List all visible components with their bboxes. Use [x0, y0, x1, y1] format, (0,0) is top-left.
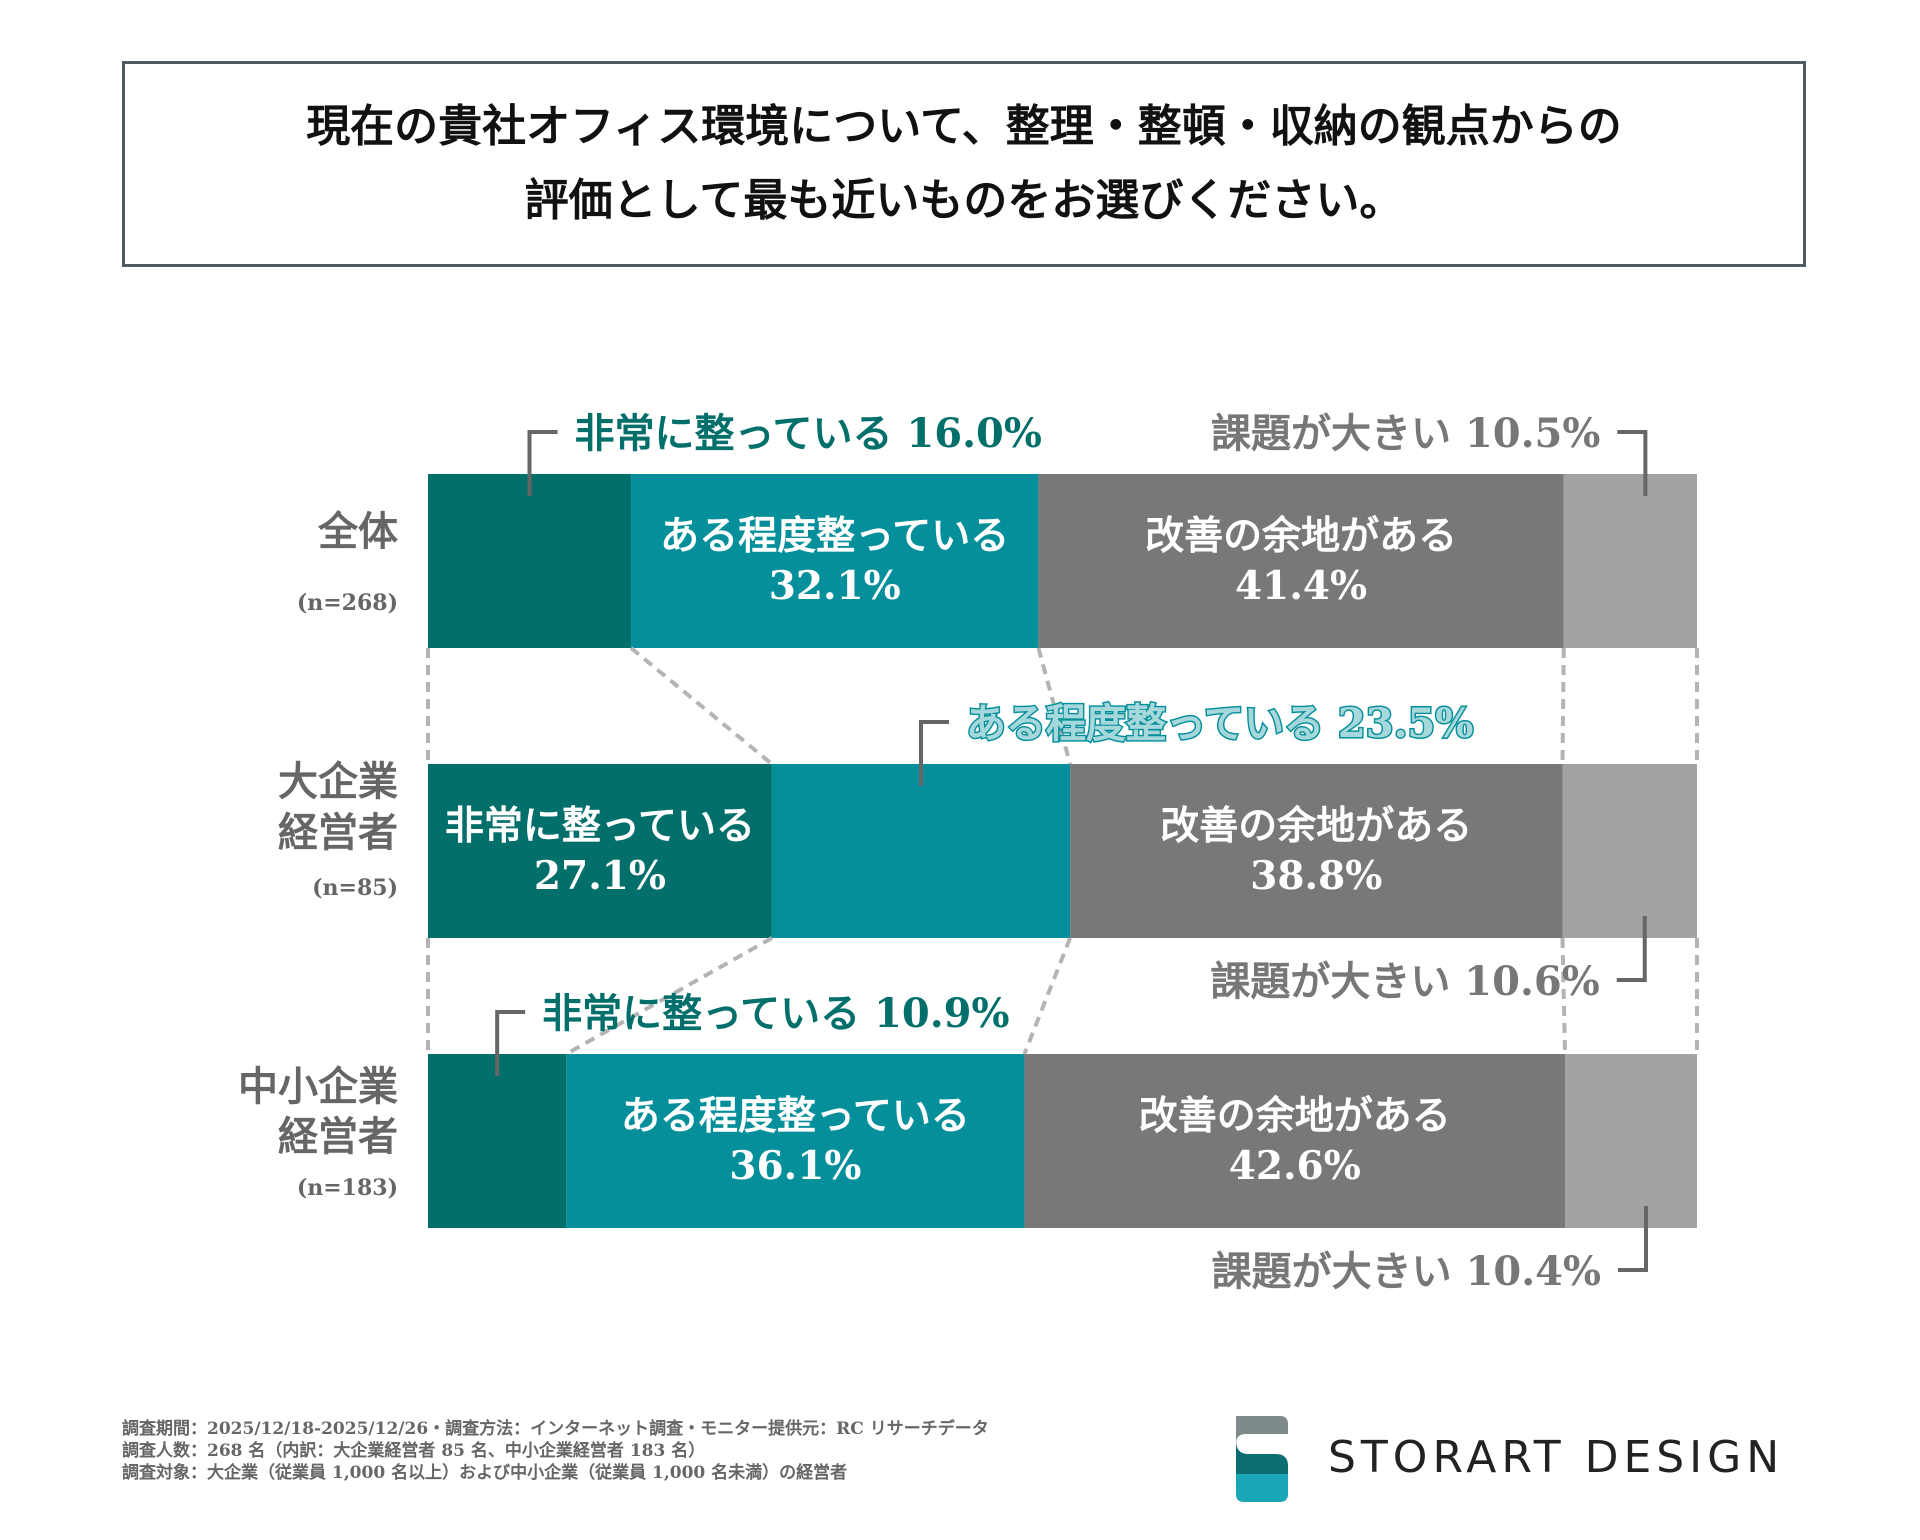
sample-size-label: (n=85): [312, 875, 398, 901]
category-label: 全体: [317, 508, 398, 555]
sample-size-label: (n=268): [297, 590, 398, 616]
category-label: 中小企業: [238, 1063, 398, 1110]
connector-line: [1560, 647, 1566, 765]
connector-line: [1036, 647, 1073, 765]
connector-line: [565, 936, 773, 1056]
callout-leader: [919, 720, 950, 786]
segment-value-label: 38.8%: [1250, 853, 1382, 899]
survey-period-note: 調査期間：2025/12/18-2025/12/26・調査方法：インターネット調…: [122, 1419, 989, 1439]
callout-leader: [1618, 1206, 1649, 1272]
title-box: 現在の貴社オフィス環境について、整理・整頓・収納の観点からの 評価として最も近い…: [122, 61, 1806, 267]
callout-leader: [527, 430, 558, 496]
category-label: 経営者: [278, 809, 398, 856]
segment-value-label: 36.1%: [729, 1143, 861, 1189]
category-label: 経営者: [278, 1113, 398, 1160]
bar-segment: [1024, 1054, 1566, 1228]
callout-label: 非常に整っている 10.9%: [542, 990, 1009, 1037]
bar-segment: [566, 1054, 1025, 1228]
survey-target-note: 調査対象：大企業（従業員 1,000 名以上）および中小企業（従業員 1,000…: [122, 1463, 848, 1483]
bar-segment: [771, 764, 1071, 938]
segment-value-label: 42.6%: [1229, 1143, 1361, 1189]
callout-label: 課題が大きい 10.6%: [1210, 958, 1599, 1005]
segment-label: ある程度整っている: [660, 513, 1009, 559]
category-label: 大企業: [278, 758, 398, 805]
bar-segment: [428, 474, 632, 648]
segment-label: ある程度整っている: [621, 1093, 970, 1139]
bar-segment: [1038, 474, 1564, 648]
connector-line: [629, 646, 774, 766]
bar-segment: [1070, 764, 1563, 938]
survey-notes: 調査期間：2025/12/18-2025/12/26・調査方法：インターネット調…: [122, 1418, 989, 1484]
connector-line: [1560, 937, 1568, 1055]
segment-value-label: 41.4%: [1235, 563, 1367, 609]
callout-label: 課題が大きい 10.5%: [1211, 410, 1600, 457]
bar-segment: [428, 764, 772, 938]
callout-label: 課題が大きい 10.4%: [1212, 1248, 1601, 1295]
s-logo-icon: [1236, 1416, 1288, 1502]
callout-label: 非常に整っている 16.0%: [575, 410, 1042, 457]
sample-size-label: (n=183): [297, 1175, 398, 1201]
callout-leader: [1616, 916, 1647, 982]
bar-segment: [428, 1054, 567, 1228]
callout-leader: [495, 1010, 526, 1076]
segment-label: 改善の余地がある: [1145, 513, 1457, 559]
brand-name: STORART DESIGN: [1328, 1432, 1785, 1483]
callout-label-shade: ある程度整っている 23.5%: [966, 700, 1473, 747]
callout-leader: [1617, 430, 1648, 496]
segment-value-label: 32.1%: [769, 563, 901, 609]
segment-value-label: 27.1%: [534, 853, 666, 899]
segment-label: 改善の余地がある: [1139, 1093, 1451, 1139]
brand-logo: STORART DESIGN: [1232, 1414, 1812, 1504]
chart-title-line-2: 評価として最も近いものをお選びください。: [524, 175, 1404, 226]
callout-label: ある程度整っている 23.5%: [966, 700, 1473, 747]
chart-title-line-1: 現在の貴社オフィス環境について、整理・整頓・収納の観点からの: [306, 101, 1622, 152]
bar-segment: [1562, 764, 1697, 938]
segment-label: 改善の余地がある: [1160, 803, 1472, 849]
bar-segment: [1565, 1054, 1697, 1228]
connector-line: [1022, 937, 1072, 1055]
survey-respondents-note: 調査人数：268 名（内訳：大企業経営者 85 名、中小企業経営者 183 名）: [122, 1441, 706, 1461]
bar-segment: [1563, 474, 1697, 648]
segment-label: 非常に整っている: [445, 803, 755, 849]
bar-segment: [631, 474, 1039, 648]
